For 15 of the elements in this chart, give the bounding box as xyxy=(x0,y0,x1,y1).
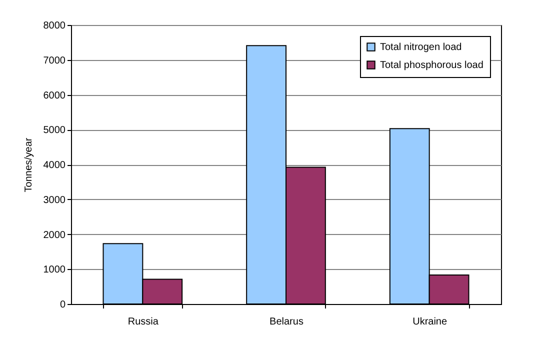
x-tick-label: Belarus xyxy=(270,316,304,328)
y-tick-label: 4000 xyxy=(43,160,66,171)
y-tick-label: 6000 xyxy=(43,90,66,102)
y-tick-label: 5000 xyxy=(43,125,66,136)
y-tick-label: 1000 xyxy=(43,264,66,276)
y-axis-title: Tonnes/year xyxy=(23,137,34,192)
x-tick-label: Ukraine xyxy=(412,316,448,328)
legend-label: Total nitrogen load xyxy=(380,42,462,53)
x-tick-label: Russia xyxy=(128,316,159,328)
y-tick-label: 8000 xyxy=(43,20,66,32)
legend-label: Total phosphorous load xyxy=(380,60,484,71)
y-tick-label: 7000 xyxy=(43,55,66,66)
y-tick-label: 0 xyxy=(60,300,66,310)
y-tick-label: 3000 xyxy=(43,194,66,206)
y-tick-label: 2000 xyxy=(43,230,66,241)
